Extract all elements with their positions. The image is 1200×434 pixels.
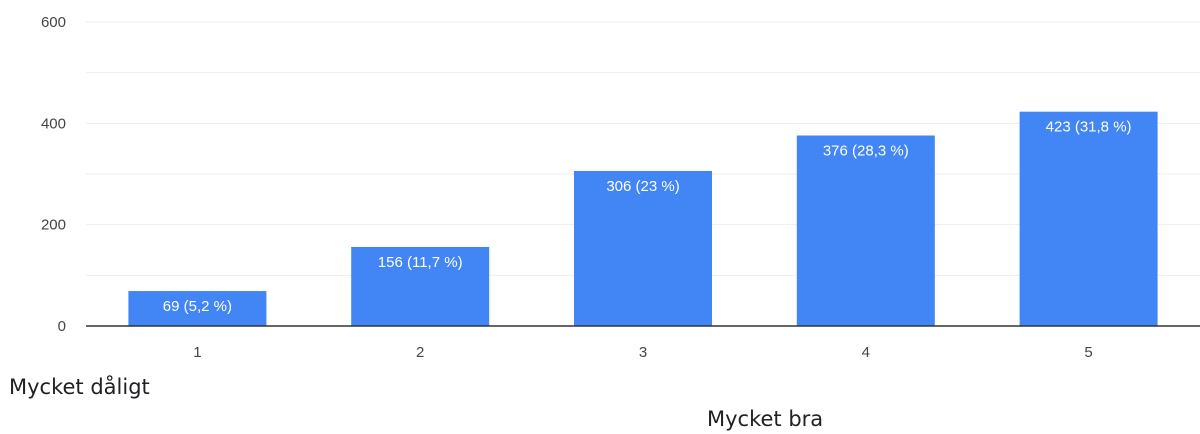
x-tick-label: 1 [193,344,201,361]
scale-low-label: Mycket dåligt [9,375,150,399]
bar-data-labels: 69 (5,2 %) 156 (11,7 %) 306 (23 %) 376 (28,… [163,119,1132,315]
bar-4[interactable] [796,135,935,326]
bar-data-label: 376 (28,3 %) [823,142,909,159]
bar-3[interactable] [574,170,712,326]
bar-chart: 0 200 400 600 69 (5,2 %) 156 (11,7 %) 306 (23… [41,14,1200,361]
bar-data-label: 306 (23 %) [606,178,679,195]
bar-2[interactable] [351,246,490,326]
y-tick-label: 600 [41,14,66,31]
scale-high-label: Mycket bra [707,407,824,431]
bar-data-label: 156 (11,7 %) [378,254,463,271]
y-tick-label: 0 [58,318,66,335]
bar-data-label: 423 (31,8 %) [1046,119,1132,136]
y-tick-label: 400 [41,115,66,132]
x-tick-label: 2 [416,344,424,361]
bars [128,111,1158,327]
x-tick-label: 3 [639,344,647,361]
y-tick-label: 200 [41,217,66,234]
x-axis-tick-labels: 1 2 3 4 5 [193,344,1093,361]
bar-1[interactable] [128,291,267,326]
bar-data-label: 69 (5,2 %) [163,298,232,315]
x-tick-label: 4 [862,344,870,361]
bar-5[interactable] [1019,111,1158,327]
y-axis-tick-labels: 0 200 400 600 [41,14,66,335]
x-tick-label: 5 [1084,344,1092,361]
